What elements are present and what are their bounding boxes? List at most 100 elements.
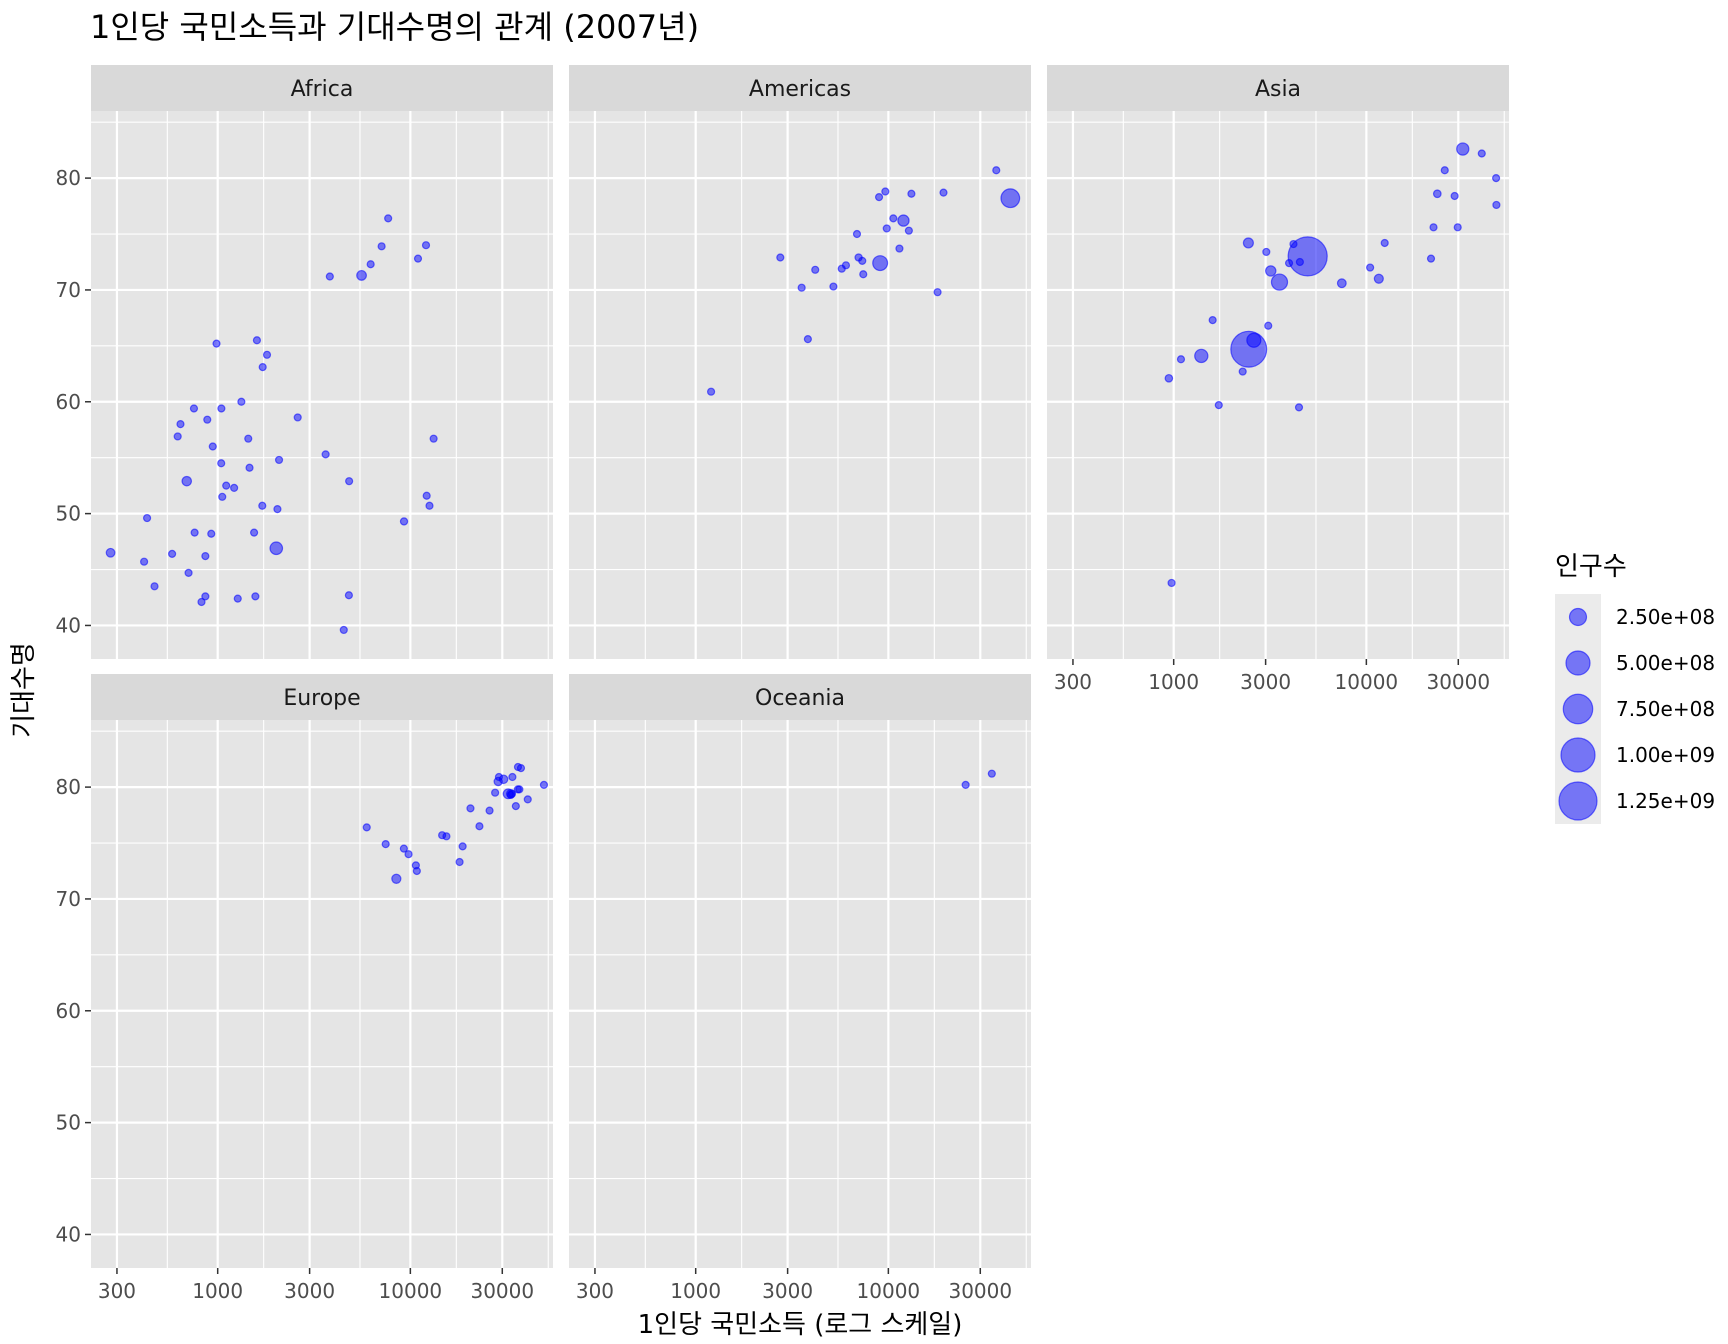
facet-panel-americas: Americas: [569, 65, 1031, 659]
data-point: [1284, 258, 1294, 268]
data-point: [897, 214, 910, 227]
data-point: [190, 528, 199, 537]
data-point: [1208, 316, 1217, 325]
gridlines: [569, 720, 1031, 1268]
data-point: [852, 229, 862, 239]
data-point: [961, 780, 970, 789]
legend: 인구수 2.50e+08 5.00e+08 7.50e+08 1.00e+09 1.25…: [1555, 552, 1715, 824]
data-point: [1294, 403, 1304, 412]
data-point: [907, 189, 916, 198]
data-point: [1238, 367, 1247, 376]
data-point: [872, 255, 889, 272]
data-point: [1176, 355, 1186, 364]
legend-label: 5.00e+08: [1616, 651, 1715, 675]
x-tick-label: 1000: [670, 1279, 721, 1303]
data-point: [1262, 247, 1271, 257]
data-point: [293, 413, 302, 422]
data-point: [1477, 149, 1486, 158]
x-tick-label: 30000: [1426, 670, 1490, 694]
panel-background: [91, 111, 553, 659]
x-tick-label: 3000: [762, 1279, 813, 1303]
data-point: [207, 529, 216, 538]
data-point: [1167, 578, 1176, 588]
data-point: [217, 404, 226, 413]
x-tick-label: 300: [576, 1279, 614, 1303]
data-point: [881, 187, 890, 196]
data-point: [274, 455, 284, 465]
y-axis-title: 기대수명: [9, 642, 39, 738]
data-point: [252, 336, 262, 345]
data-point: [706, 387, 716, 396]
data-point: [325, 272, 334, 281]
data-points: [961, 769, 996, 789]
y-tick-label: 80: [56, 166, 81, 190]
data-point: [140, 557, 149, 566]
data-point: [1440, 166, 1449, 175]
data-point: [217, 459, 226, 468]
data-points: [1164, 142, 1501, 588]
y-tick-label: 60: [56, 390, 81, 414]
data-point: [1450, 191, 1459, 201]
data-point: [442, 832, 451, 841]
data-point: [1426, 254, 1436, 263]
data-point: [249, 528, 259, 537]
data-point: [269, 541, 284, 556]
x-tick-label: 10000: [857, 1279, 921, 1303]
data-point: [505, 789, 516, 799]
data-point: [212, 339, 221, 348]
legend-point: [1560, 737, 1596, 773]
data-point: [201, 552, 210, 561]
x-tick-label: 3000: [1240, 670, 1291, 694]
data-point: [491, 788, 500, 797]
gridlines: [91, 111, 553, 659]
data-point: [189, 404, 199, 413]
legend-point: [1568, 607, 1588, 627]
facet-strip: [1047, 65, 1509, 111]
facet-strip-label: Americas: [749, 77, 851, 102]
data-point: [939, 188, 948, 197]
data-point: [201, 592, 210, 601]
data-point: [1214, 401, 1223, 410]
data-point: [1246, 332, 1262, 348]
data-point: [458, 842, 467, 851]
data-point: [251, 592, 260, 601]
data-point: [422, 491, 431, 500]
data-point: [1000, 188, 1021, 209]
data-point: [381, 840, 390, 849]
data-point: [184, 568, 193, 577]
data-point: [1264, 321, 1273, 330]
data-point: [539, 780, 549, 789]
facet-panel-asia: Asia 300 1000 3000 10000 30000: [1047, 65, 1509, 694]
data-point: [404, 850, 413, 859]
data-point: [384, 214, 393, 223]
facet-strip-label: Africa: [291, 77, 354, 102]
data-points: [105, 214, 438, 635]
data-point: [1380, 238, 1389, 248]
data-point: [237, 397, 246, 406]
data-point: [222, 481, 231, 490]
legend-point: [1562, 693, 1594, 725]
facet-strip: [569, 65, 1031, 111]
data-point: [421, 241, 431, 250]
data-point: [858, 256, 867, 265]
gridlines: [91, 720, 553, 1268]
data-point: [494, 772, 504, 782]
data-point: [1492, 200, 1501, 210]
facet-strip: [569, 674, 1031, 720]
data-point: [829, 282, 838, 291]
data-point: [168, 549, 177, 558]
data-point: [992, 166, 1001, 175]
data-point: [987, 769, 996, 778]
data-point: [391, 873, 402, 884]
facet-strip: [91, 674, 553, 720]
y-tick-label: 50: [56, 1111, 81, 1135]
panel-background: [569, 720, 1031, 1268]
data-point: [262, 350, 272, 359]
data-point: [345, 477, 354, 486]
x-tick-label: 1000: [1148, 670, 1199, 694]
data-point: [1456, 142, 1470, 156]
legend-label: 2.50e+08: [1616, 605, 1715, 629]
chart-title: 1인당 국민소득과 기대수명의 관계 (2007년): [90, 8, 699, 46]
y-tick-label: 70: [56, 887, 81, 911]
